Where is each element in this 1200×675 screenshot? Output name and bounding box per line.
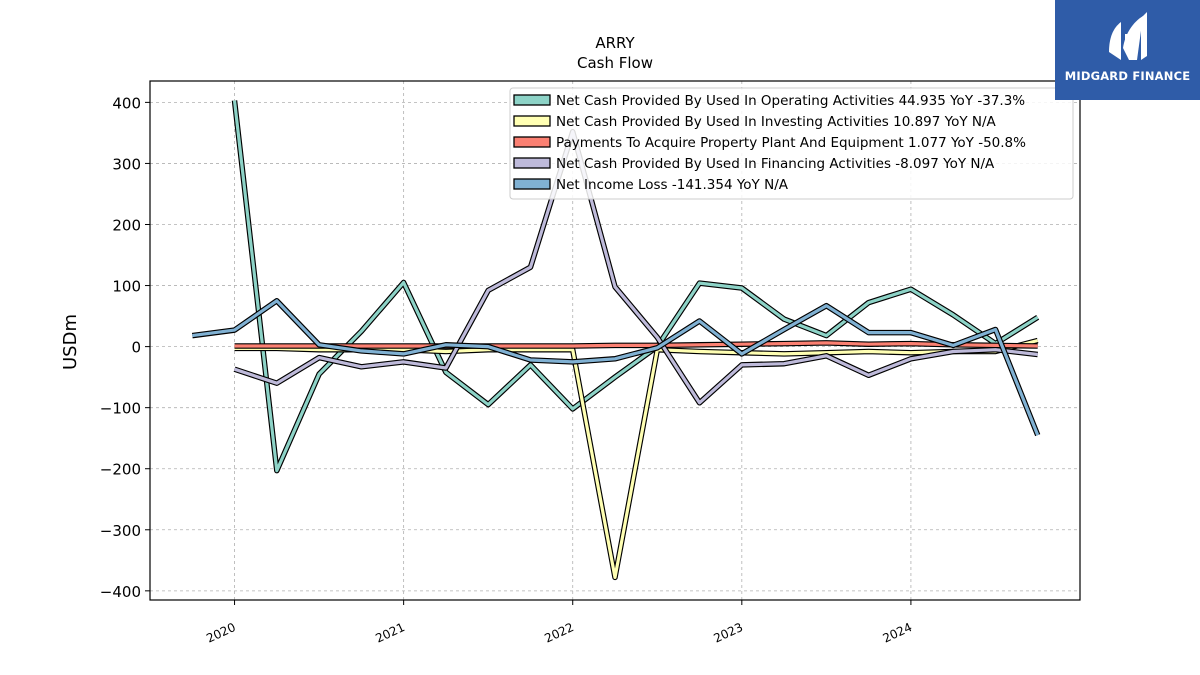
legend-swatch — [513, 94, 551, 106]
legend-box — [509, 87, 1074, 200]
brand-logo: MIDGARD FINANCE — [1055, 0, 1200, 100]
plot-frame — [149, 80, 1081, 601]
series-line-0 — [232, 100, 1039, 473]
x-tick-label: 2023 — [711, 620, 745, 646]
brand-name: MIDGARD FINANCE — [1064, 69, 1191, 83]
y-tick-label: −400 — [100, 583, 141, 601]
brand-mark-icon — [1109, 12, 1147, 60]
legend-entry: Payments To Acquire Property Plant And E… — [556, 135, 1026, 151]
y-tick-label: 400 — [112, 94, 141, 112]
series-line-3 — [233, 130, 1038, 405]
series-layer — [191, 100, 1041, 581]
y-tick-label: 300 — [112, 155, 141, 173]
y-tick-label: 0 — [131, 339, 141, 357]
series-line-4 — [192, 299, 1040, 436]
y-tick-label: −300 — [100, 522, 141, 540]
y-axis: 400 300 200 100 0 −100 −200 −300 −400 — [100, 94, 150, 601]
legend-entry: Net Cash Provided By Used In Operating A… — [556, 93, 1025, 109]
legend-entry: Net Income Loss -141.354 YoY N/A — [556, 177, 789, 193]
legend-entry: Net Cash Provided By Used In Investing A… — [556, 114, 997, 130]
x-tick-label: 2021 — [373, 620, 407, 646]
y-tick-label: −100 — [100, 400, 141, 418]
legend-swatch — [513, 178, 551, 190]
series-line-1 — [234, 338, 1039, 580]
legend-entry: Net Cash Provided By Used In Financing A… — [556, 156, 995, 172]
series-line-2 — [234, 341, 1038, 348]
chart-title: ARRY — [595, 34, 635, 52]
legend-swatch — [513, 157, 551, 169]
x-tick-label: 2024 — [881, 620, 915, 646]
y-axis-label: USDm — [60, 314, 81, 370]
series-outline-4 — [191, 298, 1041, 437]
chart-subtitle: Cash Flow — [577, 54, 653, 72]
y-tick-label: −200 — [100, 461, 141, 479]
legend-swatch — [513, 136, 551, 148]
x-tick-label: 2022 — [542, 620, 576, 646]
y-tick-label: 200 — [112, 216, 141, 234]
legend-swatch — [513, 115, 551, 127]
y-tick-label: 100 — [112, 278, 141, 296]
x-axis: 2020 2021 2022 2023 2024 — [204, 600, 914, 646]
x-tick-label: 2020 — [204, 620, 238, 646]
legend: Net Cash Provided By Used In Operating A… — [509, 87, 1074, 200]
